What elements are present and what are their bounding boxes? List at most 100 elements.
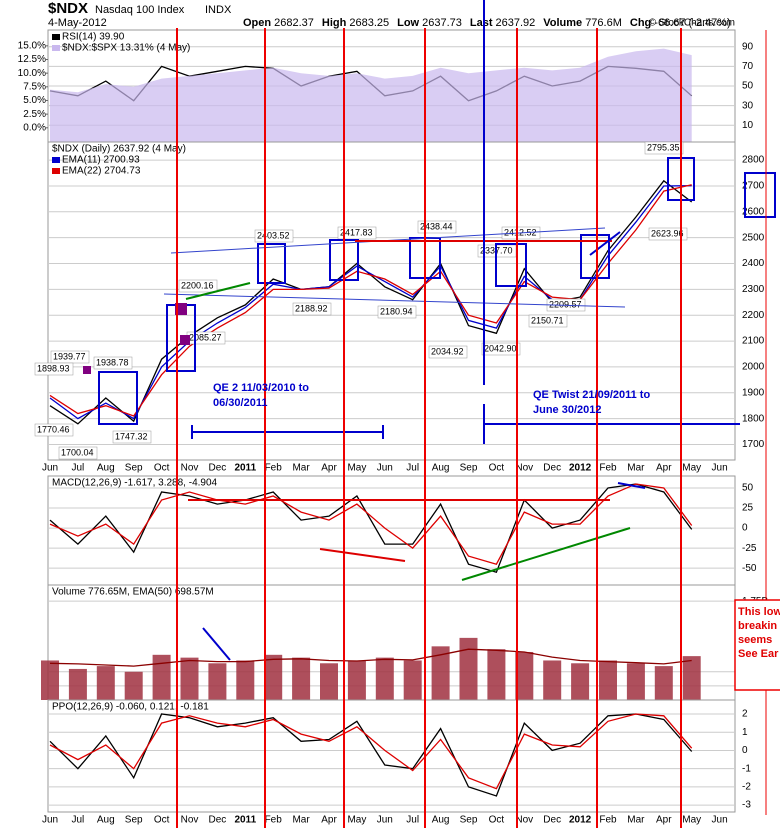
x-tick-label: Jul	[406, 815, 419, 826]
bar	[180, 657, 199, 700]
annotation-box	[34, 362, 74, 376]
bar	[152, 654, 171, 700]
y-tick-label: -50	[742, 563, 757, 574]
y-tick-label: 0	[742, 745, 748, 756]
annotation: 2180.94	[380, 306, 413, 316]
y-tick-label: -2	[742, 782, 751, 793]
annotation: 2085.27	[189, 332, 222, 342]
panel-title: MACD(12,26,9) -1.617, 3.288, -4.904	[52, 478, 218, 489]
quote-label: Chg	[630, 17, 651, 29]
x-tick-label: 2011	[234, 463, 256, 474]
divergence-line	[319, 548, 406, 562]
annotation: 2412.52	[504, 227, 537, 237]
panel-frame	[47, 141, 736, 461]
x-tick-label: Mar	[292, 463, 310, 474]
x-tick-label: 2012	[569, 463, 592, 474]
bar	[124, 671, 143, 700]
x-tick-label: Jun	[377, 815, 393, 826]
annotation-box	[528, 314, 568, 328]
y2-tick-label: 0.0%	[23, 122, 46, 133]
y-tick-label: 2600	[742, 206, 765, 217]
annotation-box	[93, 356, 133, 370]
x-tick-label: Feb	[265, 463, 283, 474]
x-tick-label: Oct	[154, 815, 170, 826]
y-tick-label: 50	[742, 483, 754, 494]
annotation-box	[648, 227, 688, 241]
x-tick-label: Jun	[377, 463, 393, 474]
index-name: Nasdaq 100 Index	[95, 4, 185, 16]
annotation: 2795.35	[647, 142, 680, 152]
y-tick-label: 0	[742, 523, 748, 534]
x-tick-label: 2011	[234, 815, 256, 826]
y-tick-label: 2	[742, 709, 748, 720]
y2-tick-label: 2.5%	[23, 109, 46, 120]
line	[49, 713, 693, 797]
x-tick-label: Mar	[627, 463, 645, 474]
annotation-box	[417, 220, 457, 234]
annotation: 2438.44	[420, 221, 453, 231]
panel-title: Volume 776.65M, EMA(50) 698.57M	[52, 587, 214, 598]
qe-note: June 30/2012	[533, 404, 602, 416]
line	[49, 648, 692, 667]
exchange: INDX	[205, 4, 232, 16]
x-tick-label: Jun	[42, 463, 58, 474]
annotation: 1939.77	[53, 351, 86, 361]
bar	[403, 660, 422, 700]
y2-tick-label: 15.0%	[18, 40, 46, 51]
bar	[68, 668, 87, 700]
trend-line	[163, 293, 626, 308]
x-tick-label: Feb	[599, 463, 617, 474]
annotation-box	[644, 141, 684, 155]
x-tick-label: Jul	[406, 463, 419, 474]
divergence-line	[461, 527, 631, 581]
annotation-box	[112, 430, 152, 444]
x-tick-label: Nov	[515, 815, 533, 826]
quote-value: 2637.92	[496, 17, 536, 29]
y2-tick-label: 10.0%	[18, 68, 46, 79]
bar	[347, 660, 366, 700]
x-tick-label: Apr	[656, 815, 672, 826]
annotation: 2034.92	[431, 346, 464, 356]
marker	[180, 335, 190, 345]
x-tick-label: Apr	[321, 463, 337, 474]
annotation-rect	[580, 234, 610, 279]
x-tick-label: Dec	[543, 815, 561, 826]
y-tick-label: 10	[742, 120, 754, 131]
x-tick-label: Jun	[42, 815, 58, 826]
y-tick-label: 2100	[742, 336, 765, 347]
annotation: 2188.92	[295, 303, 328, 313]
line	[49, 483, 693, 573]
bar	[264, 654, 283, 700]
divergence-line	[617, 482, 646, 489]
x-tick-label: Aug	[97, 463, 115, 474]
y2-tick-label: 12.5%	[18, 54, 46, 65]
qe-note: QE Twist 21/09/2011 to	[533, 389, 650, 401]
x-tick-label: Oct	[489, 815, 505, 826]
legend-swatch	[52, 168, 60, 174]
annotation: 1770.46	[37, 424, 70, 434]
bar	[375, 657, 394, 700]
y-tick-label: -25	[742, 543, 757, 554]
x-tick-label: May	[347, 815, 366, 826]
x-tick-label: Oct	[154, 463, 170, 474]
x-tick-label: Sep	[460, 815, 478, 826]
quote-value: 2682.37	[274, 17, 314, 29]
annotation-box	[377, 305, 417, 319]
x-tick-label: Feb	[599, 815, 617, 826]
bar	[515, 651, 534, 700]
y-tick-label: 50	[742, 81, 754, 92]
quote-value: 2683.25	[349, 17, 389, 29]
bar	[320, 663, 338, 700]
x-tick-label: Sep	[460, 463, 478, 474]
bar	[459, 637, 478, 700]
symbol: $NDX	[48, 0, 88, 17]
qe-note: QE 2 11/03/2010 to	[213, 382, 309, 394]
annotation: 2042.90	[484, 343, 517, 353]
annotation: 2209.57	[549, 299, 582, 309]
y-tick-label: 2000	[742, 362, 765, 373]
trend-line	[185, 282, 251, 300]
x-tick-label: Sep	[125, 815, 143, 826]
side-note: See Ear	[738, 648, 779, 660]
x-tick-label: Mar	[627, 815, 645, 826]
quote-value: -66.67 (-2.47%)	[654, 17, 730, 29]
